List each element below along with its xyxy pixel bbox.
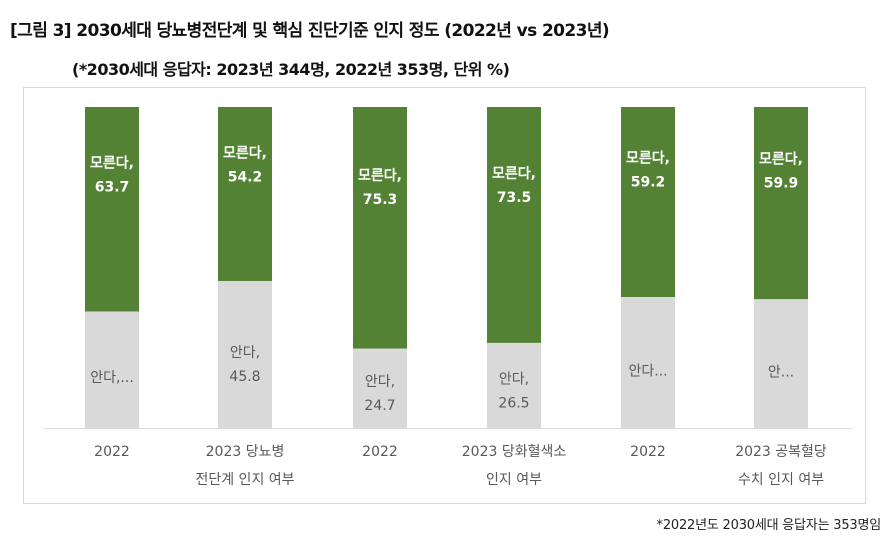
bar-segment-knows bbox=[754, 299, 808, 428]
chart-title: [그림 3] 2030세대 당뇨병전단계 및 핵심 진단기준 인지 정도 (20… bbox=[10, 21, 610, 41]
data-label-unknown: 75.3 bbox=[363, 192, 398, 208]
data-label-knows: 안... bbox=[768, 365, 794, 381]
bar-segment-unknown bbox=[487, 107, 541, 343]
bar-segment-knows bbox=[353, 348, 407, 428]
x-tick-label: 2022 bbox=[630, 444, 666, 460]
data-label-unknown: 모른다, bbox=[223, 145, 267, 161]
data-label-unknown: 54.2 bbox=[228, 169, 263, 185]
x-tick-label: 수치 인지 여부 bbox=[738, 472, 824, 488]
x-tick-label: 2023 당뇨병 bbox=[206, 444, 285, 460]
data-label-knows: 24.7 bbox=[364, 398, 395, 414]
chart-frame bbox=[23, 87, 866, 504]
data-label-knows: 안다, bbox=[365, 374, 395, 390]
data-label-knows: 안다,... bbox=[90, 370, 134, 386]
bar-segment-unknown bbox=[85, 107, 139, 312]
bar-segment-unknown bbox=[353, 107, 407, 349]
bar-segment-knows bbox=[218, 280, 272, 428]
data-label-unknown: 모른다, bbox=[358, 168, 402, 184]
x-tick-label: 2023 공복혈당 bbox=[735, 444, 827, 460]
bar-segment-unknown bbox=[621, 107, 675, 298]
bar-segment-knows bbox=[487, 342, 541, 428]
data-label-knows: 45.8 bbox=[229, 369, 260, 385]
x-tick-label: 2022 bbox=[362, 444, 398, 460]
data-label-unknown: 모른다, bbox=[759, 151, 803, 167]
data-label-knows: 안다, bbox=[230, 345, 260, 361]
x-tick-label: 인지 여부 bbox=[486, 472, 542, 488]
data-label-knows: 26.5 bbox=[498, 395, 529, 411]
data-label-unknown: 63.7 bbox=[95, 179, 130, 195]
data-label-knows: 안다, bbox=[499, 371, 529, 387]
data-label-unknown: 모른다, bbox=[90, 155, 134, 171]
data-label-unknown: 59.9 bbox=[764, 175, 799, 191]
x-tick-label: 2022 bbox=[94, 444, 130, 460]
bar-segment-unknown bbox=[754, 107, 808, 300]
data-label-knows: 안다... bbox=[628, 364, 667, 380]
footnote: *2022년도 2030세대 응답자는 353명임 bbox=[656, 518, 882, 533]
data-label-unknown: 59.2 bbox=[631, 175, 666, 191]
bar-segment-knows bbox=[85, 311, 139, 428]
data-label-unknown: 73.5 bbox=[497, 190, 532, 206]
data-label-unknown: 모른다, bbox=[492, 166, 536, 182]
x-tick-label: 2023 당화혈색소 bbox=[462, 444, 567, 460]
x-tick-label: 전단계 인지 여부 bbox=[195, 472, 294, 488]
bar-segment-knows bbox=[621, 297, 675, 428]
bar-segment-unknown bbox=[218, 107, 272, 281]
data-label-unknown: 모른다, bbox=[626, 151, 670, 167]
chart-subtitle: (*2030세대 응답자: 2023년 344명, 2022년 353명, 단위… bbox=[72, 60, 510, 79]
